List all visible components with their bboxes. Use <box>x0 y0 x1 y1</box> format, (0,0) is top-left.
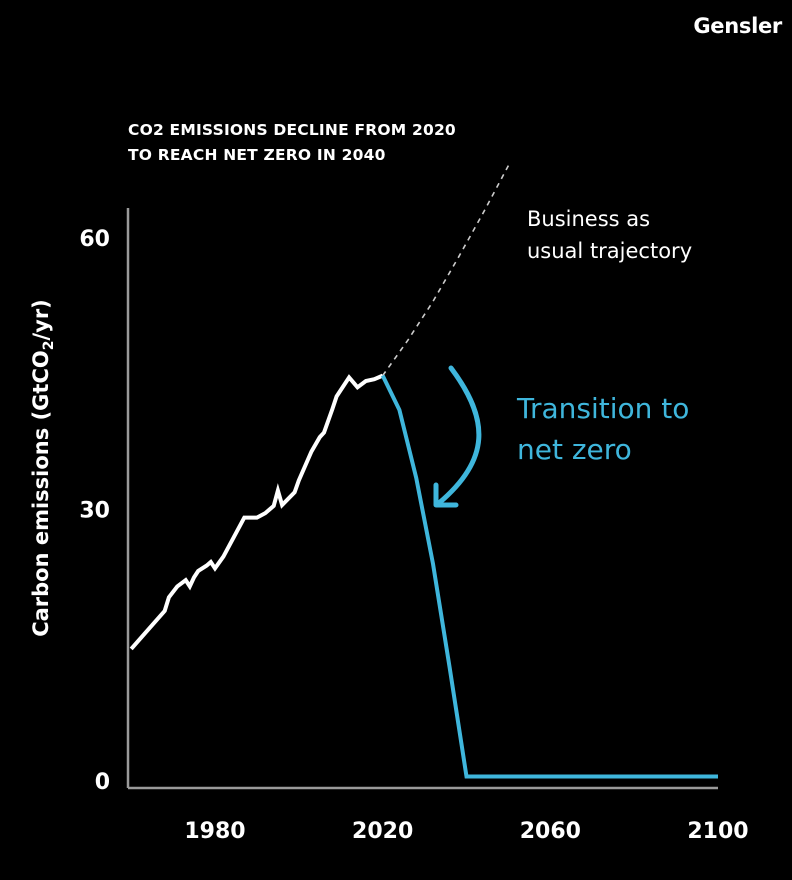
y-axis-label-subscript: 2 <box>41 341 57 351</box>
business-as-usual-line <box>382 165 510 377</box>
transition-annotation-line-1: Transition to <box>516 392 689 425</box>
x-tick-label: 2060 <box>520 819 581 844</box>
x-tick-label: 1980 <box>184 819 245 844</box>
x-tick-label: 2020 <box>352 819 413 844</box>
transition-line <box>380 374 718 779</box>
tick-labels: 0 30 60 1980 2020 2060 2100 <box>79 227 748 844</box>
curved-arrow-icon <box>433 365 482 508</box>
y-axis-label: Carbon emissions (GtCO2/yr) <box>29 299 57 637</box>
chart-title-line-2: TO REACH NET ZERO IN 2040 <box>128 146 386 164</box>
bau-annotation-line-1: Business as <box>527 207 650 231</box>
chart-title: CO2 EMISSIONS DECLINE FROM 2020 TO REACH… <box>128 118 456 168</box>
y-tick-label: 60 <box>79 227 110 252</box>
transition-annotation: Transition to net zero <box>516 392 698 466</box>
y-axis-label-suffix: /yr) <box>29 299 53 340</box>
bau-annotation: Business as usual trajectory <box>527 207 692 263</box>
bau-annotation-line-2: usual trajectory <box>527 239 692 263</box>
y-tick-label: 30 <box>79 499 110 524</box>
x-tick-label: 2100 <box>687 819 748 844</box>
y-axis-label-text: Carbon emissions (GtCO <box>29 350 53 637</box>
chart-title-line-1: CO2 EMISSIONS DECLINE FROM 2020 <box>128 121 456 139</box>
arrow-shaft <box>436 365 482 506</box>
arrow-head <box>433 482 459 508</box>
series-lines <box>129 165 718 779</box>
y-tick-label: 0 <box>95 770 110 795</box>
transition-annotation-line-2: net zero <box>517 433 632 466</box>
brand-logo: Gensler <box>693 14 782 38</box>
historical-emissions-line <box>129 373 384 651</box>
